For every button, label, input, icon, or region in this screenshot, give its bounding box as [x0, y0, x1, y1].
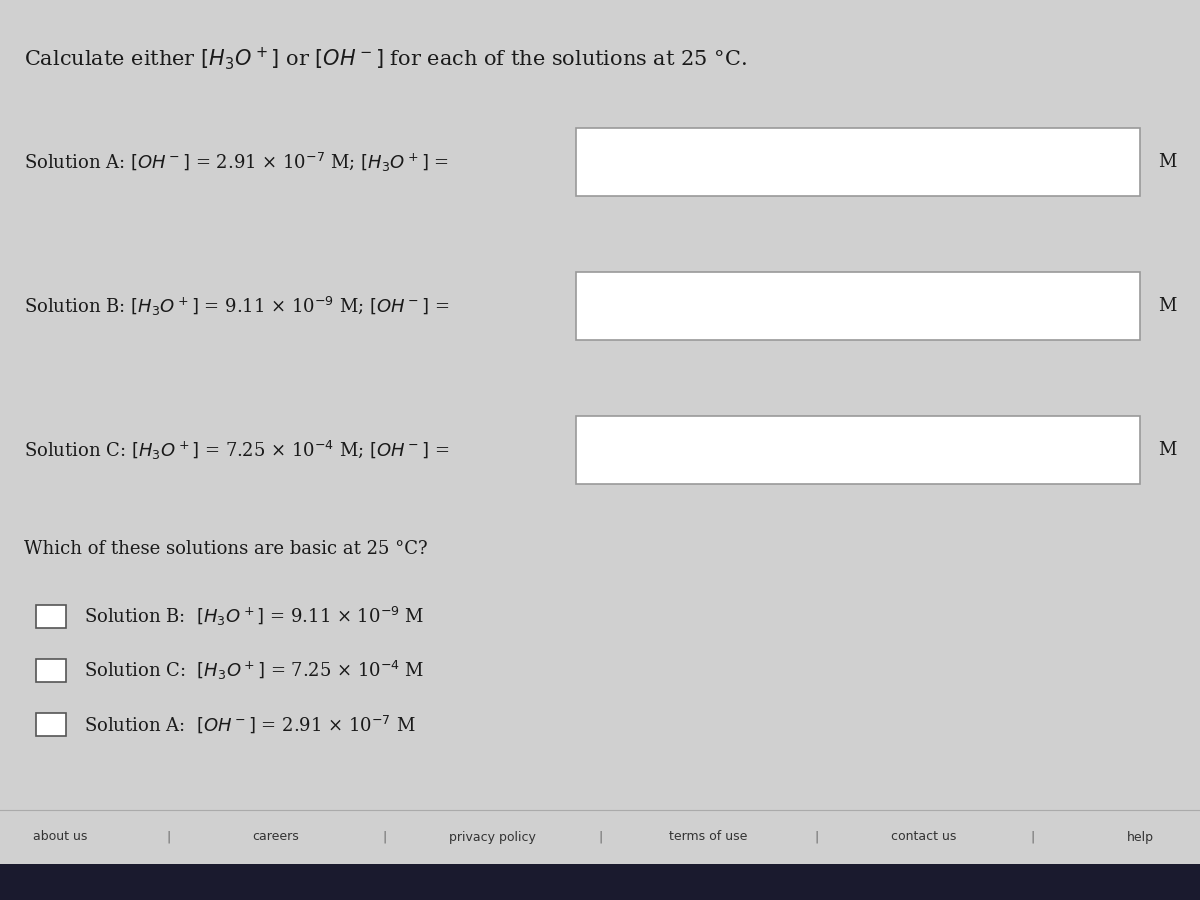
FancyBboxPatch shape — [576, 272, 1140, 340]
Text: Solution C: $[H_3O^+]$ = 7.25 × 10$^{-4}$ M; $[OH^-]$ =: Solution C: $[H_3O^+]$ = 7.25 × 10$^{-4}… — [24, 438, 449, 462]
FancyBboxPatch shape — [36, 605, 66, 628]
Text: M: M — [1158, 441, 1176, 459]
Text: Solution A: $[OH^-]$ = 2.91 × 10$^{-7}$ M; $[H_3O^+]$ =: Solution A: $[OH^-]$ = 2.91 × 10$^{-7}$ … — [24, 150, 449, 174]
Text: Calculate either $[H_3O^+]$ or $[OH^-]$ for each of the solutions at 25 °C.: Calculate either $[H_3O^+]$ or $[OH^-]$ … — [24, 45, 746, 72]
Text: M: M — [1158, 297, 1176, 315]
Text: Which of these solutions are basic at 25 °C?: Which of these solutions are basic at 25… — [24, 540, 427, 558]
Text: terms of use: terms of use — [668, 831, 748, 843]
Text: contact us: contact us — [892, 831, 956, 843]
Text: help: help — [1127, 831, 1153, 843]
Text: Solution C:  $[H_3O^+]$ = 7.25 × 10$^{-4}$ M: Solution C: $[H_3O^+]$ = 7.25 × 10$^{-4}… — [84, 659, 425, 682]
Text: |: | — [1030, 831, 1034, 843]
FancyBboxPatch shape — [0, 864, 1200, 900]
Text: careers: careers — [253, 831, 299, 843]
Text: |: | — [598, 831, 602, 843]
FancyBboxPatch shape — [36, 713, 66, 736]
Text: Solution B: $[H_3O^+]$ = 9.11 × 10$^{-9}$ M; $[OH^-]$ =: Solution B: $[H_3O^+]$ = 9.11 × 10$^{-9}… — [24, 294, 449, 318]
FancyBboxPatch shape — [36, 659, 66, 682]
FancyBboxPatch shape — [576, 128, 1140, 196]
Text: Solution B:  $[H_3O^+]$ = 9.11 × 10$^{-9}$ M: Solution B: $[H_3O^+]$ = 9.11 × 10$^{-9}… — [84, 605, 425, 628]
Text: privacy policy: privacy policy — [449, 831, 535, 843]
FancyBboxPatch shape — [576, 416, 1140, 484]
Text: |: | — [166, 831, 170, 843]
Text: about us: about us — [32, 831, 88, 843]
Text: |: | — [814, 831, 818, 843]
Text: Solution A:  $[OH^-]$ = 2.91 × 10$^{-7}$ M: Solution A: $[OH^-]$ = 2.91 × 10$^{-7}$ … — [84, 714, 415, 735]
Text: |: | — [382, 831, 386, 843]
Text: M: M — [1158, 153, 1176, 171]
